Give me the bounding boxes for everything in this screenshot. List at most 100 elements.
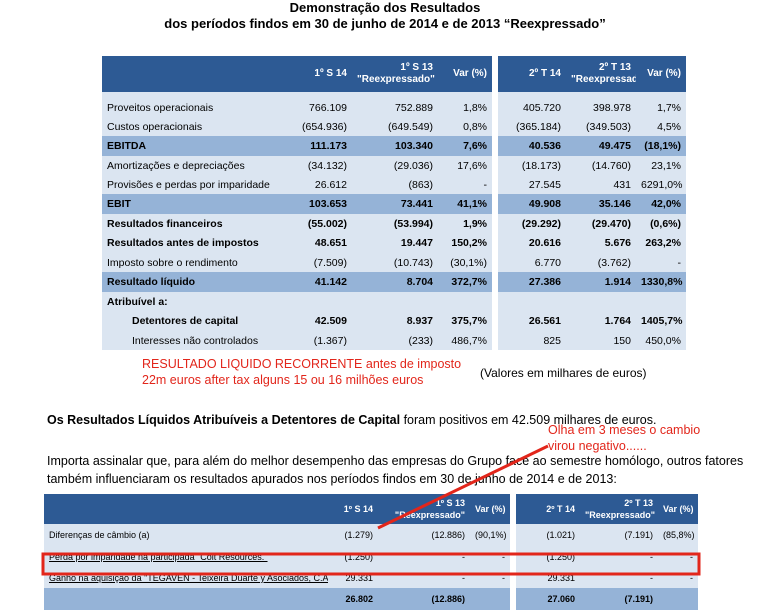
header-1s14: 1º S 14 [343,504,373,514]
row-label: Perda por imparidade na participada "Col… [49,552,268,562]
cell: (7.191) [624,594,653,604]
cell: - [502,552,505,562]
table-row: Imposto sobre o rendimento (7.509) (10.7… [102,253,686,272]
row-label: Ganho na aquisição da "TEGAVEN - Teixeir… [49,573,328,583]
cell: 1,9% [463,217,487,230]
cell: 6.770 [534,256,561,269]
cell: 42,0% [651,198,681,210]
header-1s13: 1º S 13 "Reexpressado" [394,498,465,520]
cell: 23,1% [651,159,681,172]
row-label: Custos operacionais [107,120,203,133]
cell: 766.109 [309,101,347,114]
cell: 1,8% [463,101,487,114]
cell: 1405,7% [641,315,683,327]
cell: 8.704 [406,276,433,288]
cell: (7.191) [624,530,653,540]
cell: (34.132) [307,159,347,172]
cell: (55.002) [307,217,347,230]
cell: 49.475 [598,140,631,152]
table-row: Diferenças de câmbio (a) (1.279) (12.886… [44,524,698,546]
table-row: EBITDA 111.173 103.340 7,6% 40.536 49.47… [102,136,686,156]
cell: (85,8%) [663,530,695,540]
cell: (863) [408,178,433,191]
cell: - [462,552,465,562]
cell: 150,2% [451,237,487,249]
row-label: Provisões e perdas por imparidade [107,178,270,191]
cell: (1.367) [313,334,347,347]
row-label: Detentores de capital [132,315,239,327]
header-var-t: Var (%) [663,504,694,514]
cell: 42.509 [314,315,347,327]
paragraph-other-factors: Importa assinalar que, para além do melh… [47,454,744,486]
table-row: Amortizações e depreciações (34.132) (29… [102,156,686,175]
header-2t14: 2º T 14 [528,68,561,79]
cell: 398.978 [593,101,631,114]
cell: (1.279) [344,530,373,540]
header-var-t: Var (%) [647,68,681,79]
cell: 35.146 [598,198,631,210]
cell: 450,0% [645,334,681,347]
paragraph-net-results: Os Resultados Líquidos Atribuíveis a Det… [47,413,657,427]
cell: 752.889 [395,101,433,114]
row-label: Resultado líquido [107,276,196,288]
cell: (18,1%) [644,140,681,152]
report-title: Demonstração dos Resultados [289,0,481,15]
table-row: EBIT 103.653 73.441 41,1% 49.908 35.146 … [102,194,686,214]
cell: 26.561 [528,315,561,327]
row-label: Interesses não controlados [132,334,259,347]
cell: - [650,552,653,562]
cell: 26.802 [345,594,373,604]
cell: (53.994) [393,217,433,230]
cell: - [690,552,693,562]
cell: (7.509) [313,256,347,269]
report-subtitle: dos períodos findos em 30 de junho de 20… [164,16,606,31]
cell: 26.612 [314,178,347,191]
cell: (14.760) [591,159,631,172]
table-row: Proveitos operacionais 766.109 752.889 1… [102,98,686,117]
main-results-table: 1º S 14 1º S 13 "Reexpressado" Var (%) 2º… [102,56,686,350]
cell: - [650,573,653,583]
cell: (90,1%) [475,530,507,540]
row-label: Amortizações e depreciações [107,159,245,172]
recurring-result-annotation: RESULTADO LIQUIDO RECORRENTE antes de im… [142,357,462,387]
cell [470,588,510,610]
table-row: Detentores de capital 42.509 8.937 375,7… [102,311,686,331]
row-label: Proveitos operacionais [107,101,214,114]
cell: 20.616 [528,237,561,249]
cell: (29.292) [521,217,561,230]
table-row: Resultados financeiros (55.002) (53.994)… [102,214,686,233]
cell: 405.720 [523,101,561,114]
table-header-row: 1º S 14 1º S 13 "Reexpressado" Var (%) 2º… [102,56,686,92]
cell: (3.762) [597,256,631,269]
table-row-total: 26.802 (12.886) 27.060 (7.191) [44,588,698,610]
cell: 49.908 [528,198,561,210]
cell: - [502,573,505,583]
header-1s13: 1º S 13 "Reexpressado" [357,62,435,85]
cell: 6291,0% [641,178,683,191]
cell: 27.545 [528,178,561,191]
cell: 73.441 [400,198,433,210]
cell: 17,6% [457,159,487,172]
cell [658,588,698,610]
row-label: Atribuível a: [107,295,168,308]
cell: 825 [543,334,561,347]
header-2t14: 2º T 14 [546,504,575,514]
cell: 103.340 [395,140,433,152]
header-var-s: Var (%) [453,68,487,79]
cell: 1330,8% [641,276,683,288]
table-row: Atribuível a: [102,292,686,311]
cell: 1,7% [657,101,681,114]
cell: 48.651 [314,237,347,249]
row-label: Resultados antes de impostos [107,237,259,249]
header-var-s: Var (%) [475,504,506,514]
table-row: Resultado líquido 41.142 8.704 372,7% 27… [102,272,686,292]
row-label: Resultados financeiros [107,217,223,230]
row-label: EBIT [107,198,131,210]
cell: 1.764 [604,315,631,327]
cell: 29.331 [345,573,373,583]
cell: (29.036) [393,159,433,172]
row-label: Imposto sobre o rendimento [107,256,238,269]
header-label [102,56,274,92]
cell: 263,2% [645,237,681,249]
cell: 40.536 [528,140,561,152]
